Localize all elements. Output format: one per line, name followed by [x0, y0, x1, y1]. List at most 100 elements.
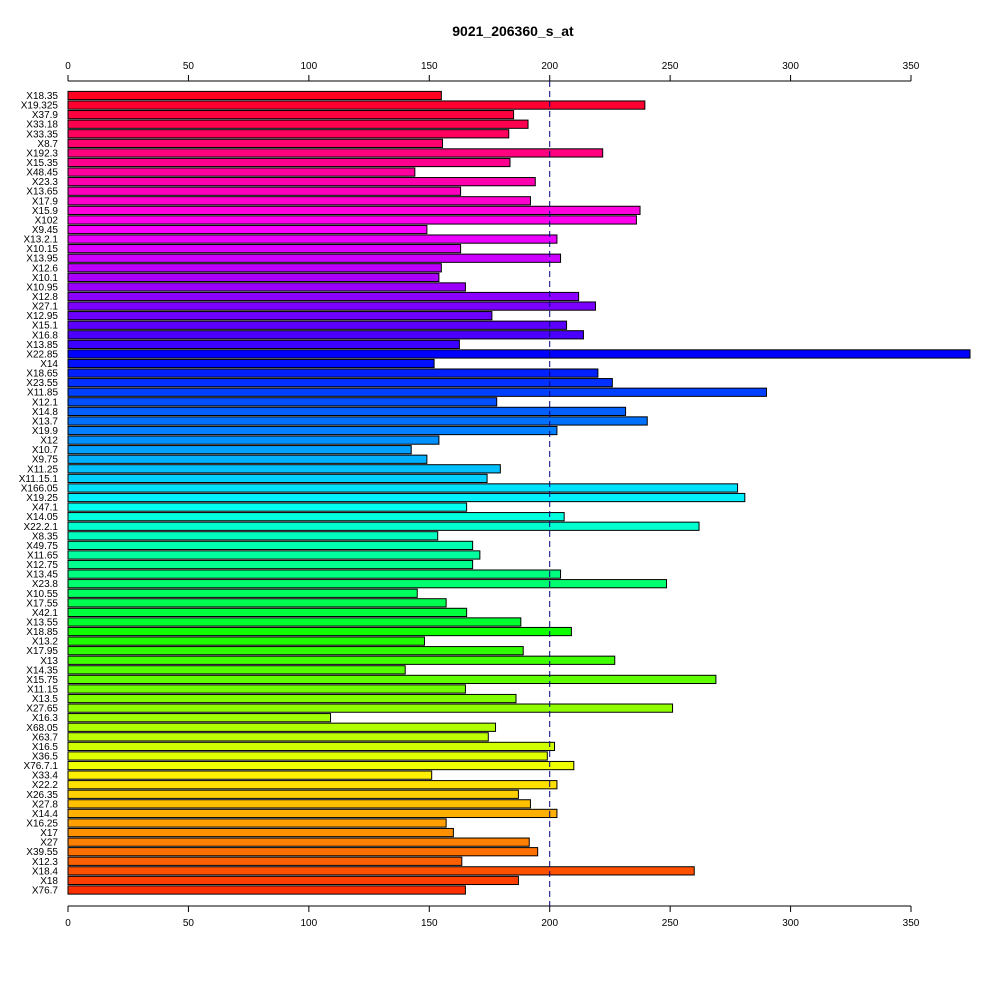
category-label: X18.65 [26, 369, 58, 380]
bar-X12.75 [67, 559, 474, 570]
bar-X13.85 [67, 339, 460, 349]
category-label: X13.95 [26, 254, 58, 265]
bar-X13.95 [67, 253, 562, 263]
category-label: X18.35 [26, 91, 58, 102]
category-label: X42.1 [32, 608, 59, 619]
category-label: X14.35 [26, 665, 58, 676]
bar-X10.55 [67, 588, 418, 598]
category-label: X102 [35, 215, 59, 226]
bar-X8.35 [67, 531, 439, 541]
category-label: X10.55 [26, 589, 58, 600]
bar-X33.18 [67, 119, 529, 129]
bar-X14.35 [67, 665, 406, 675]
category-label: X48.45 [26, 168, 58, 179]
bar-X76.7.1 [67, 760, 575, 771]
category-label: X13.7 [32, 416, 59, 427]
bar-X14.4 [67, 808, 558, 819]
category-label: X23.3 [32, 177, 59, 188]
bar-X13.45 [67, 569, 562, 579]
category-label: X13.65 [26, 187, 58, 198]
category-label: X49.75 [26, 541, 58, 552]
bar-X15.9 [67, 205, 641, 215]
category-label: X16.5 [32, 742, 59, 753]
bar-X17 [67, 827, 454, 838]
bar-X10.7 [67, 445, 412, 455]
bar-X33.4 [67, 770, 433, 780]
bar-X9.75 [67, 454, 428, 464]
bar-X14.05 [67, 512, 565, 522]
bar-X13.65 [67, 186, 462, 196]
category-label: X11.85 [27, 388, 58, 399]
axis-bottom-tick-label: 150 [421, 918, 438, 929]
bar-X11.85 [67, 387, 767, 397]
category-label: X22.85 [26, 349, 58, 360]
category-label: X12.3 [32, 857, 59, 868]
category-label: X15.9 [32, 206, 59, 217]
category-label: X12.6 [32, 263, 59, 274]
axis-top-tick-label: 300 [782, 61, 799, 72]
bar-X26.35 [67, 789, 519, 799]
axis-bottom-tick-label: 100 [301, 918, 318, 929]
category-label: X27 [40, 838, 58, 849]
category-label: X11.25 [27, 464, 58, 475]
category-label: X63.7 [32, 732, 59, 743]
category-label: X166.05 [21, 483, 59, 494]
bar-X17.55 [67, 598, 447, 608]
bottom-x-axis: 0 50 100 150 200 250 300 350 [65, 905, 920, 929]
bar-X49.75 [67, 540, 474, 551]
category-label: X15.75 [26, 675, 58, 686]
bar-X16.3 [67, 713, 332, 723]
category-label: X33.35 [26, 129, 58, 140]
bar-X11.15.1 [67, 473, 488, 484]
bar-X16.8 [67, 330, 584, 340]
category-label: X18.4 [32, 866, 59, 877]
axis-top-tick-label: 100 [301, 61, 318, 72]
bar-X19.325 [67, 100, 646, 110]
category-label: X8.35 [32, 531, 59, 542]
category-label: X16.3 [32, 713, 59, 724]
category-label: X10.95 [26, 282, 58, 293]
bar-series [67, 90, 971, 895]
bar-X18.4 [67, 866, 695, 876]
category-label: X18 [40, 876, 58, 887]
category-label: X11.65 [27, 550, 58, 561]
bar-X23.8 [67, 579, 668, 589]
bar-X17.9 [67, 196, 531, 206]
bar-X9.45 [67, 224, 428, 235]
axis-top-tick-label: 200 [541, 61, 558, 72]
category-label: X27.8 [32, 799, 59, 810]
category-label: X12.8 [32, 292, 59, 303]
axis-bottom-tick-label: 300 [782, 918, 799, 929]
category-label: X27.1 [32, 302, 59, 313]
category-label: X23.55 [26, 378, 58, 389]
category-label: X192.3 [26, 148, 58, 159]
bar-X22.85 [67, 349, 971, 359]
bar-X14 [67, 358, 435, 369]
category-label: X11.15 [27, 684, 58, 695]
axis-bottom-tick-label: 350 [903, 918, 920, 929]
axis-top-tick-label: 0 [65, 61, 71, 72]
bar-X33.35 [67, 129, 510, 139]
bar-X22.2.1 [67, 521, 700, 531]
bar-X12.1 [67, 397, 498, 407]
bar-X47.1 [67, 502, 468, 512]
bar-X42.1 [67, 607, 468, 618]
axis-bottom-tick-label: 0 [65, 918, 71, 929]
category-label: X13 [40, 656, 58, 667]
category-label: X10.1 [32, 273, 59, 284]
bar-X15.75 [67, 674, 717, 685]
bar-X10.1 [67, 272, 440, 282]
bar-X13.2.1 [67, 234, 558, 244]
bar-X18 [67, 875, 519, 886]
top-x-axis: 0 50 100 150 200 250 300 350 [65, 61, 920, 82]
bar-X14.8 [67, 406, 627, 417]
bar-X12.3 [67, 856, 463, 866]
bar-X16.5 [67, 741, 556, 752]
category-label: X68.05 [26, 723, 58, 734]
category-labels: X18.35X19.325X37.9X33.18X33.35X8.7X192.3… [19, 91, 59, 897]
bar-X102 [67, 215, 637, 225]
bar-X13.7 [67, 416, 648, 426]
bar-X36.5 [67, 751, 548, 761]
category-label: X19.25 [26, 493, 58, 504]
category-label: X9.45 [32, 225, 59, 236]
